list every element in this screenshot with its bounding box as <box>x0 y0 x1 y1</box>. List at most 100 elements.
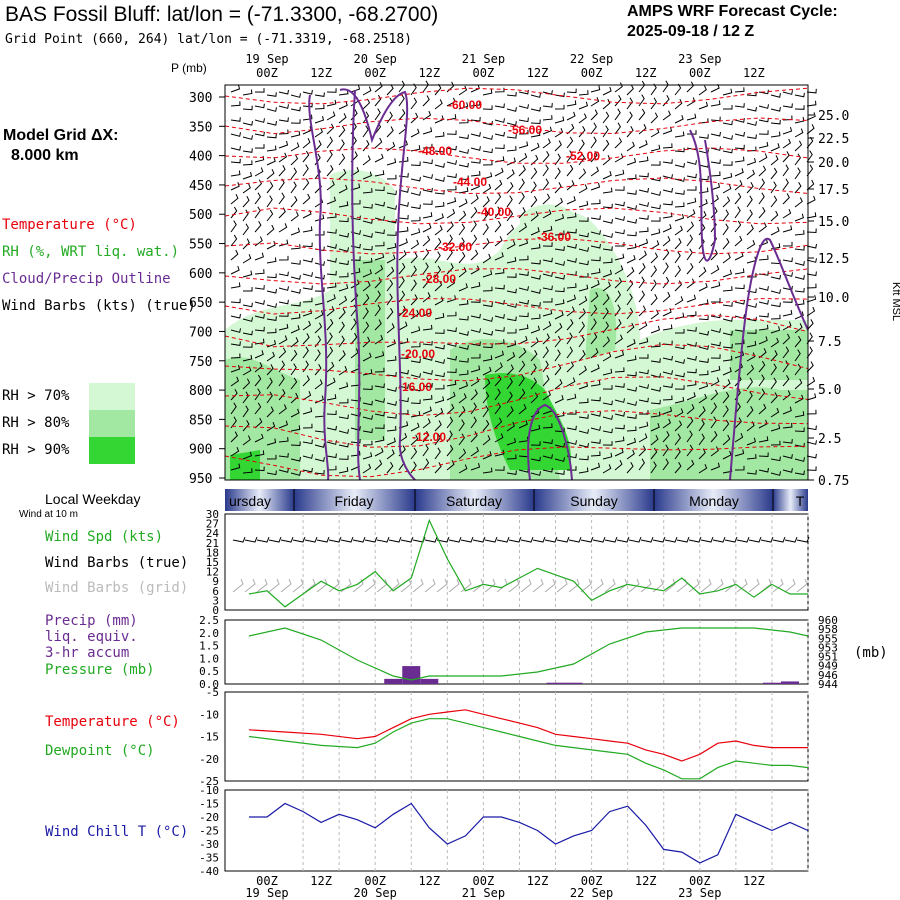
wind-barb <box>290 154 299 166</box>
wind-barb <box>338 429 349 434</box>
isotherm <box>224 376 809 417</box>
wind-barb <box>230 117 241 122</box>
wind-barb <box>374 447 384 457</box>
wind-barb <box>482 366 492 376</box>
isotherm-label: -40.00 <box>477 205 511 219</box>
wind-barb <box>290 181 297 194</box>
wind-barb <box>482 160 493 166</box>
isotherm-label: -52.00 <box>566 149 600 163</box>
bottom-date-label: 22 Sep <box>570 886 613 900</box>
wind-barb <box>530 424 541 432</box>
wind-barb <box>482 135 493 140</box>
wind-barb <box>710 377 720 387</box>
wind-barb <box>698 330 709 336</box>
wind-barb <box>242 451 253 460</box>
wind-barb <box>422 174 433 179</box>
wind-barb <box>326 136 334 149</box>
wind-barb <box>362 307 369 320</box>
legend-rh90: RH > 90% <box>2 442 70 458</box>
wind-barb <box>362 385 373 391</box>
top-hour-label: 12Z <box>743 66 765 80</box>
wind-barb <box>674 359 685 364</box>
wind-barb <box>650 342 661 348</box>
wind-barb <box>362 269 372 278</box>
wind-barb <box>302 439 313 445</box>
wind-barb <box>650 97 658 110</box>
wind-barb <box>722 196 731 208</box>
wind-barb <box>446 403 455 415</box>
wind-barb <box>242 254 252 264</box>
wind-barb <box>650 294 658 306</box>
wind-barb <box>506 107 517 112</box>
wind-barb <box>602 154 611 166</box>
wind-barb <box>782 468 793 473</box>
wind-barb <box>614 398 625 403</box>
wind-barb <box>374 186 385 192</box>
wind-barb <box>662 458 669 471</box>
wind-barb <box>422 292 431 303</box>
wind-barb <box>674 225 683 236</box>
wind-barb <box>410 239 420 250</box>
wind-barb <box>506 470 517 475</box>
wind-barb <box>434 280 443 292</box>
wind-barb-true <box>460 536 474 543</box>
wind-barb <box>662 324 673 331</box>
wind-barb <box>674 190 685 195</box>
wind-barb <box>746 329 757 334</box>
isotherm-label: -32.00 <box>438 240 472 254</box>
wind-barb <box>422 430 430 443</box>
wind-barb <box>542 138 551 149</box>
wind-barb <box>506 224 515 236</box>
wind-barb-grid <box>448 578 460 593</box>
wind-barb <box>530 314 541 320</box>
wind-barb <box>770 337 780 348</box>
wind-barb <box>506 181 514 194</box>
wind-barb <box>374 304 381 317</box>
wind-barb <box>326 150 333 163</box>
wind-barb <box>266 145 277 152</box>
p-tick-label: 400 <box>189 150 212 165</box>
wind-barb <box>434 163 445 168</box>
wind-barb <box>758 178 766 191</box>
wind-barb <box>446 197 457 205</box>
wind-barb <box>458 405 466 418</box>
wind-barb <box>434 265 442 278</box>
wind-barb <box>446 221 454 233</box>
windchill-label: Wind Chill T (°C) <box>45 824 189 840</box>
wind-barb <box>362 369 373 376</box>
wind-barb <box>374 170 385 177</box>
wind-barb <box>266 391 273 404</box>
wind-barb <box>278 360 286 373</box>
wind-barb <box>290 392 299 404</box>
wind-barb <box>290 377 298 390</box>
isotherm <box>224 343 809 382</box>
wind-barb <box>278 152 288 163</box>
wind-barb <box>338 335 345 348</box>
bottom-date-label: 19 Sep <box>245 886 288 900</box>
wind-barb-true <box>400 536 414 543</box>
wind-barb-true <box>544 536 558 543</box>
wind-barb <box>758 255 769 261</box>
wind-barb <box>542 375 550 387</box>
wind-barb <box>338 247 349 252</box>
p-tick-label: 600 <box>189 267 212 282</box>
kft-tick-label: 10.0 <box>818 291 849 306</box>
wind-barb <box>578 335 585 348</box>
wind-barb <box>698 266 707 278</box>
wind-barb <box>782 298 793 303</box>
wind-barb <box>794 457 805 462</box>
wind-barb <box>686 356 697 361</box>
wind-barb <box>794 246 805 251</box>
wind-barb <box>482 89 493 96</box>
wind-barb <box>458 381 469 390</box>
wind-barb <box>758 467 769 473</box>
wind-barb <box>758 436 769 443</box>
wind-barb <box>578 365 587 376</box>
wind-barb <box>674 461 682 474</box>
wind-barb <box>734 192 742 205</box>
wind-barb <box>326 306 335 317</box>
wind-barb <box>662 307 672 317</box>
wind-barb <box>650 265 658 278</box>
wind-barb <box>482 172 493 180</box>
wind-barb <box>686 327 697 332</box>
